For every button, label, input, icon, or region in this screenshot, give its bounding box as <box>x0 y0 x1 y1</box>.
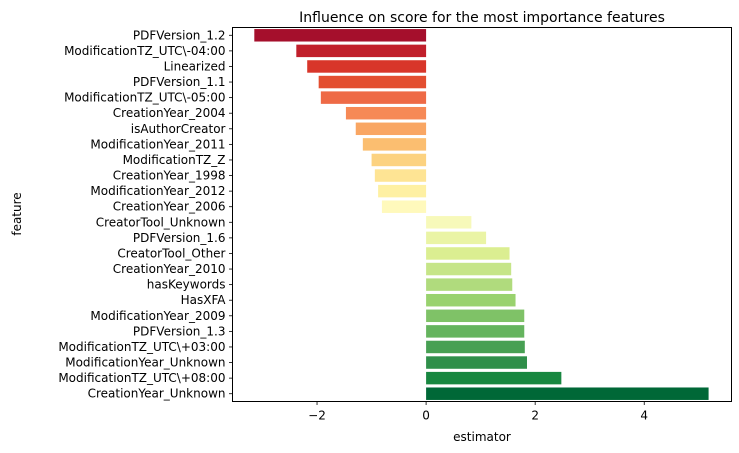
y-axis-label: feature <box>10 192 24 235</box>
bar <box>426 309 525 323</box>
category-label: CreationYear_2010 <box>113 262 226 276</box>
bar <box>426 325 525 338</box>
bar <box>355 122 427 136</box>
chart-title: Influence on score for the most importan… <box>299 10 665 26</box>
category-label: ModificationTZ_Z <box>123 153 226 167</box>
bar <box>318 75 427 89</box>
x-axis-label: estimator <box>453 430 511 444</box>
bar <box>426 278 513 291</box>
category-label: PDFVersion_1.6 <box>133 231 226 245</box>
category-label: PDFVersion_1.2 <box>133 28 226 42</box>
category-label: Linearized <box>164 59 226 73</box>
category-label: ModificationYear_2009 <box>90 309 225 323</box>
bar <box>381 200 427 213</box>
x-tick-label: 0 <box>422 409 430 423</box>
x-tick-label: 2 <box>531 409 539 423</box>
category-label: CreationYear_1998 <box>113 169 226 183</box>
x-tick-label: −2 <box>308 409 326 423</box>
bar <box>426 247 510 260</box>
category-label: isAuthorCreator <box>131 122 226 136</box>
category-label: CreationYear_Unknown <box>88 387 226 401</box>
x-ticks-group: −2 0 2 4 <box>308 401 648 423</box>
bar <box>426 387 709 400</box>
category-label: CreatorTool_Unknown <box>96 215 226 229</box>
bar <box>254 29 427 42</box>
category-label: PDFVersion_1.3 <box>133 324 226 338</box>
category-label: HasXFA <box>181 293 227 307</box>
bar <box>378 184 427 198</box>
bars-group <box>254 29 709 400</box>
category-label: CreationYear_2004 <box>113 106 226 120</box>
bar <box>371 153 427 167</box>
bar <box>426 262 512 276</box>
category-label: ModificationTZ_UTC\+03:00 <box>58 340 225 354</box>
bar <box>307 60 427 73</box>
category-label: PDFVersion_1.1 <box>133 75 226 89</box>
category-label: CreationYear_2006 <box>113 200 226 214</box>
bar <box>426 293 516 307</box>
category-label: ModificationTZ_UTC\+08:00 <box>58 371 225 385</box>
bar <box>320 91 427 104</box>
category-label: hasKeywords <box>147 278 226 292</box>
category-label: ModificationTZ_UTC\-05:00 <box>64 91 225 105</box>
bar <box>426 340 525 354</box>
category-label: CreatorTool_Other <box>117 246 225 260</box>
bar <box>374 169 427 182</box>
bar <box>426 371 562 385</box>
category-label: ModificationYear_2011 <box>90 137 225 151</box>
x-tick-label: 4 <box>640 409 648 423</box>
bar <box>426 356 527 369</box>
bar <box>345 106 427 120</box>
bar <box>426 231 487 245</box>
bar <box>362 138 427 151</box>
category-label: ModificationYear_Unknown <box>65 356 225 370</box>
category-label: ModificationTZ_UTC\-04:00 <box>64 44 225 58</box>
bar <box>296 44 427 58</box>
category-label: ModificationYear_2012 <box>90 184 225 198</box>
bar <box>426 216 472 229</box>
plot-frame <box>232 27 732 402</box>
category-labels-group: PDFVersion_1.2 ModificationTZ_UTC\-04:00L… <box>58 28 233 401</box>
